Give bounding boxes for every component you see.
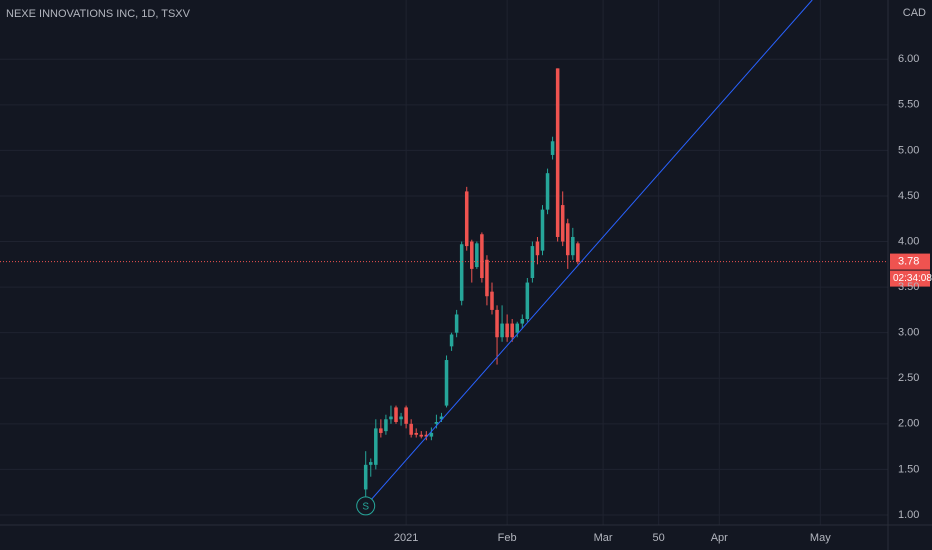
candle-body	[389, 416, 393, 420]
candle-body	[454, 314, 459, 333]
candle-body	[500, 323, 504, 338]
currency-label: CAD	[903, 7, 926, 19]
overlay: S 3.78 02:34:08	[0, 253, 932, 516]
candle-body	[535, 241, 540, 256]
countdown-label: 02:34:08	[893, 273, 932, 284]
candle-body	[485, 259, 489, 297]
y-tick-label: 4.50	[898, 190, 919, 202]
y-tick-label: 5.00	[898, 144, 919, 156]
last-price-label: 3.78	[898, 255, 919, 267]
candle-body	[419, 434, 424, 437]
candle-body	[540, 209, 545, 251]
last-price-box	[890, 253, 930, 270]
candle-body	[530, 246, 535, 278]
chart-title: NEXE INNOVATIONS INC, 1D, TSXV	[6, 8, 191, 20]
x-tick-label: 2021	[394, 532, 418, 544]
candle-body	[464, 191, 469, 247]
candle-body	[459, 244, 464, 301]
candle-body	[555, 68, 560, 237]
candle-body	[444, 360, 449, 406]
candle-body	[434, 422, 439, 424]
candle-body	[576, 243, 580, 262]
x-tick-label: Mar	[594, 532, 613, 544]
y-tick-label: 5.50	[898, 99, 919, 111]
candle-body	[409, 423, 413, 435]
candle-body	[525, 282, 530, 320]
candle-body	[495, 309, 499, 338]
candle-body	[404, 407, 408, 424]
signal-label: S	[362, 502, 369, 513]
candle-body	[394, 407, 398, 423]
plot-area	[363, 0, 813, 507]
x-tick-label: May	[810, 532, 831, 544]
y-tick-label: 1.50	[898, 463, 919, 475]
candle-body	[414, 432, 418, 435]
x-tick-label: Apr	[711, 532, 728, 544]
candle-body	[560, 205, 565, 242]
x-tick-label: 50	[653, 532, 665, 544]
y-tick-label: 4.00	[898, 235, 919, 247]
candle-body	[449, 334, 454, 347]
candle-body	[505, 323, 509, 338]
y-tick-label: 2.50	[898, 372, 919, 384]
x-tick-label: Feb	[498, 532, 517, 544]
candle-body	[424, 434, 429, 437]
candle-body	[515, 323, 520, 333]
grid	[0, 0, 888, 525]
candle-body	[439, 416, 444, 420]
signal-marker	[356, 496, 376, 516]
candle-body	[571, 236, 575, 256]
y-tick-label: 2.00	[898, 418, 919, 430]
candle-body	[510, 323, 514, 338]
candle-body	[429, 432, 434, 437]
y-tick-label: 3.00	[898, 327, 919, 339]
candle-body	[470, 241, 474, 269]
candle-body	[379, 428, 383, 433]
y-tick-label: 3.50	[898, 281, 919, 293]
candle-body	[490, 291, 494, 310]
candle-body	[520, 319, 525, 324]
candle-body	[480, 234, 484, 278]
candle-body	[384, 419, 388, 432]
candle-body	[399, 416, 403, 420]
y-tick-label: 1.00	[898, 509, 919, 521]
candle-body	[475, 243, 479, 268]
candle-body	[545, 173, 550, 210]
trend-line	[365, 0, 813, 507]
candle-body	[565, 223, 570, 256]
candle-body	[374, 428, 378, 465]
y-tick-label: 6.00	[898, 53, 919, 65]
candle-body	[550, 141, 555, 155]
countdown-box	[890, 270, 930, 287]
candle-body	[363, 464, 368, 490]
candle-body	[368, 462, 373, 465]
